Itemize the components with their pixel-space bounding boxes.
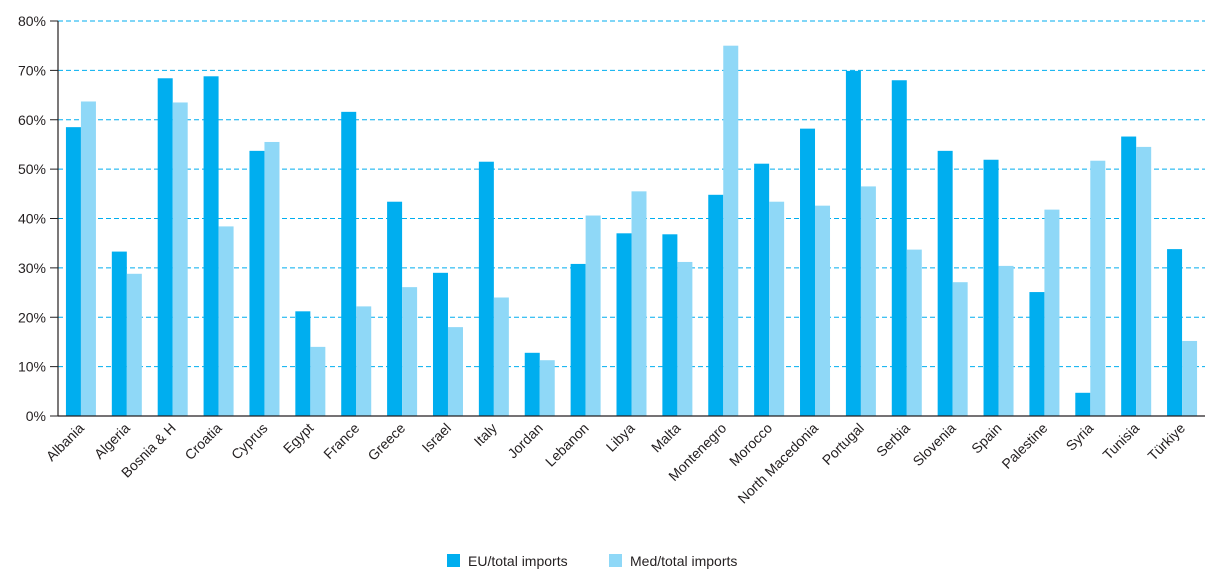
y-tick-label: 60% xyxy=(18,112,46,128)
x-tick-label: Italy xyxy=(471,420,500,449)
bar-eu-23 xyxy=(1121,136,1137,416)
bar-eu-22 xyxy=(1075,392,1091,416)
legend-swatch-med xyxy=(609,554,622,567)
bar-med-20 xyxy=(998,265,1014,416)
bar-med-9 xyxy=(493,297,509,416)
bar-eu-19 xyxy=(937,150,953,416)
bar-med-15 xyxy=(769,201,785,416)
y-tick-label: 80% xyxy=(18,13,46,29)
x-tick-label: Croatia xyxy=(181,420,224,463)
bar-med-22 xyxy=(1090,160,1106,416)
bar-eu-14 xyxy=(708,194,724,416)
bar-eu-2 xyxy=(157,78,173,417)
bar-eu-6 xyxy=(341,111,357,416)
bar-eu-24 xyxy=(1167,249,1183,416)
x-tick-label: Portugal xyxy=(819,420,867,468)
x-tick-label: Libya xyxy=(603,420,638,455)
x-tick-label: Serbia xyxy=(873,420,913,460)
x-tick-label: Palestine xyxy=(999,420,1051,472)
bar-eu-9 xyxy=(478,161,494,416)
gridlines xyxy=(58,20,1205,368)
bar-eu-20 xyxy=(983,159,999,416)
bar-eu-15 xyxy=(754,163,770,416)
bar-eu-1 xyxy=(111,251,127,416)
bar-med-12 xyxy=(631,191,647,416)
legend: EU/total imports Med/total imports xyxy=(447,553,737,569)
legend-swatch-eu xyxy=(447,554,460,567)
bar-med-3 xyxy=(218,226,234,416)
axes xyxy=(50,20,1205,417)
x-tick-label: Egypt xyxy=(280,420,317,457)
x-tick-label: Syria xyxy=(1063,420,1097,454)
bar-med-11 xyxy=(585,215,601,416)
bar-med-24 xyxy=(1182,340,1198,416)
bar-med-19 xyxy=(952,282,968,416)
bar-eu-17 xyxy=(845,70,861,417)
bar-med-14 xyxy=(723,45,739,416)
bar-med-21 xyxy=(1044,209,1060,416)
legend-label-med: Med/total imports xyxy=(630,553,737,569)
bar-med-16 xyxy=(815,205,831,416)
bar-med-18 xyxy=(906,249,922,416)
bar-eu-0 xyxy=(65,127,81,416)
x-tick-label: Jordan xyxy=(504,420,546,462)
x-tick-label: North Macedonia xyxy=(734,420,821,507)
bar-eu-8 xyxy=(432,272,448,416)
bar-eu-21 xyxy=(1029,292,1045,416)
bar-med-17 xyxy=(860,186,876,416)
bars xyxy=(65,45,1198,417)
y-tick-label: 40% xyxy=(18,211,46,227)
x-tick-label: Greece xyxy=(364,420,408,464)
bar-med-7 xyxy=(402,287,418,416)
bar-med-6 xyxy=(356,306,372,416)
x-tick-label: Spain xyxy=(968,420,1005,457)
bar-eu-5 xyxy=(295,311,311,416)
x-tick-label: Israel xyxy=(419,420,455,456)
x-tick-label: Tunisia xyxy=(1099,420,1142,463)
bar-eu-10 xyxy=(524,352,540,416)
y-tick-label: 20% xyxy=(18,309,46,325)
bar-med-1 xyxy=(126,273,142,416)
y-tick-label: 70% xyxy=(18,62,46,78)
y-tick-label: 10% xyxy=(18,359,46,375)
bar-eu-13 xyxy=(662,234,678,416)
bar-eu-16 xyxy=(800,128,816,416)
bar-med-0 xyxy=(80,101,96,416)
x-tick-label: Türkiye xyxy=(1144,420,1188,464)
y-tick-label: 30% xyxy=(18,260,46,276)
bar-eu-11 xyxy=(570,263,586,416)
bar-med-8 xyxy=(447,327,463,416)
bar-eu-12 xyxy=(616,233,632,416)
bar-med-23 xyxy=(1136,146,1152,416)
y-tick-label: 50% xyxy=(18,161,46,177)
x-tick-label: Cyprus xyxy=(228,420,271,463)
bar-eu-4 xyxy=(249,150,265,416)
bar-eu-7 xyxy=(387,201,403,416)
bar-eu-18 xyxy=(891,80,907,416)
bar-med-2 xyxy=(172,102,188,416)
legend-label-eu: EU/total imports xyxy=(468,553,568,569)
x-tick-label: Malta xyxy=(648,420,684,456)
x-tick-label: Lebanon xyxy=(542,420,592,470)
x-tick-label: France xyxy=(320,420,362,462)
bar-med-10 xyxy=(539,360,555,416)
y-tick-labels: 0% 10% 20% 30% 40% 50% 60% 70% 80% xyxy=(18,13,46,424)
bar-med-5 xyxy=(310,346,326,416)
x-tick-label: Slovenia xyxy=(909,420,958,469)
bar-med-13 xyxy=(677,261,693,416)
bar-eu-3 xyxy=(203,76,219,417)
bar-med-4 xyxy=(264,141,280,416)
y-tick-label: 0% xyxy=(26,408,46,424)
x-tick-label: Albania xyxy=(43,420,87,464)
x-tick-label: Algeria xyxy=(91,420,133,462)
